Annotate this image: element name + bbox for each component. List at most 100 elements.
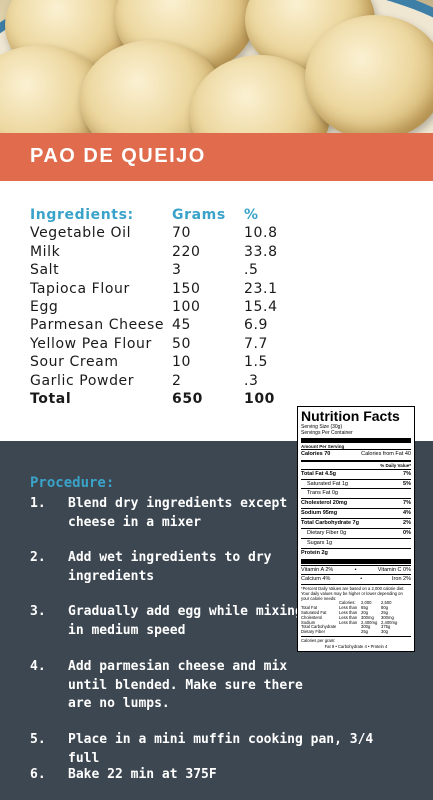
- calories-per-gram: Fat 9 • Carbohydrate 4 • Protein 4: [324, 644, 388, 650]
- vitamin-right: Vitamin C 0%: [377, 566, 411, 573]
- nutrient-daily-value: 2%: [403, 520, 411, 526]
- total-grams: 650: [172, 390, 204, 407]
- ingredient-percent: 23.1: [244, 280, 278, 297]
- vitamin-row: Calcium 4% • Iron 2%: [301, 574, 411, 584]
- nutrient-label: Sugars 1g: [307, 539, 333, 546]
- ingredient-name: Salt: [30, 262, 60, 279]
- ingredient-row: Yellow Pea Flour 50 7.7: [30, 336, 290, 354]
- ingredients-table: Ingredients: Grams % Vegetable Oil 70 10…: [30, 207, 290, 409]
- total-percent: 100: [244, 390, 276, 407]
- daily-value-cell: Calories:: [339, 600, 356, 606]
- nutrient-row: Sodium 95mg 4%: [301, 508, 411, 518]
- ingredient-percent: 15.4: [244, 298, 278, 315]
- nutrient-daily-value: 0%: [403, 529, 411, 536]
- ingredient-name: Vegetable Oil: [30, 225, 132, 242]
- step-text: Place in a mini muffin cooking pan, 3/4 …: [68, 732, 374, 766]
- ingredient-name: Garlic Powder: [30, 372, 135, 389]
- ingredient-row: Vegetable Oil 70 10.8: [30, 225, 290, 243]
- daily-value-cell: 375g: [381, 624, 391, 630]
- nutrition-title: Nutrition Facts: [301, 408, 400, 424]
- ingredient-percent: 7.7: [244, 335, 269, 352]
- calories-row: Calories 70 Calories from Fat 40: [301, 449, 411, 459]
- nutrient-daily-value: 7%: [403, 500, 411, 507]
- daily-value-cell: Total Carbohydrate: [301, 624, 337, 630]
- daily-value-cell: 25g: [361, 629, 368, 635]
- nutrient-daily-value: 7%: [403, 470, 411, 477]
- nutrient-label: Saturated Fat 1g: [307, 480, 348, 487]
- daily-value-cell: 20g: [361, 610, 368, 615]
- nutrient-row: Dietary Fiber 0g 0%: [301, 527, 411, 538]
- nutrient-daily-value: 4%: [403, 510, 411, 517]
- daily-value-footnote: *Percent Daily Values are based on a 2,0…: [301, 586, 405, 602]
- ingredient-grams: 70: [172, 225, 192, 242]
- serving-size: Serving Size (30g): [301, 424, 343, 430]
- ingredient-percent: .5: [244, 262, 259, 279]
- nutrient-label: Trans Fat 0g: [307, 490, 338, 497]
- ingredient-name: Parmesan Cheese: [30, 317, 165, 334]
- step-text: Blend dry ingredients except cheese in a…: [68, 496, 288, 530]
- daily-value-table: Calories: 2,000 2,500 Total Fat Less than 65g…: [301, 601, 411, 635]
- nutrient-row: Total Carbohydrate 7g 2%: [301, 518, 411, 528]
- daily-value-cell: 2,500: [381, 600, 392, 606]
- daily-value-cell: 300mg: [361, 614, 374, 620]
- ingredient-name: Tapioca Flour: [30, 280, 130, 297]
- title-band: PAO DE QUEIJO: [0, 133, 433, 181]
- recipe-title: PAO DE QUEIJO: [30, 145, 206, 167]
- total-label: Total: [30, 390, 72, 407]
- ingredient-grams: 45: [172, 317, 192, 334]
- nutrient-row: Protein 2g: [301, 547, 411, 558]
- nutrient-rows: Total Fat 4.5g 7% Saturated Fat 1g 5% Trans …: [301, 468, 411, 558]
- procedure-title: Procedure:: [30, 475, 115, 491]
- ingredients-header-row: Ingredients: Grams %: [30, 207, 290, 225]
- ingredient-grams: 2: [172, 372, 182, 389]
- ingredient-grams: 150: [172, 280, 201, 297]
- daily-value-header: % Daily Value*: [380, 463, 411, 468]
- header-percent: %: [244, 207, 259, 223]
- daily-value-cell: Total Fat: [301, 605, 318, 611]
- step-number: 5.: [30, 732, 46, 747]
- vitamin-row: Vitamin A 2% • Vitamin C 0%: [301, 564, 411, 575]
- nutrient-row: Saturated Fat 1g 5%: [301, 478, 411, 489]
- daily-value-cell: Less than: [339, 614, 358, 620]
- ingredient-row: Tapioca Flour 150 23.1: [30, 281, 290, 299]
- step-number: 2.: [30, 550, 46, 565]
- ingredient-name: Egg: [30, 298, 59, 315]
- calories-per-gram-label: Calories per gram:: [301, 638, 336, 644]
- vitamin-left: Calcium 4%: [301, 576, 331, 583]
- ingredient-row: Salt 3 .5: [30, 262, 290, 280]
- nutrient-label: Total Fat 4.5g: [301, 470, 337, 477]
- step-number: 6.: [30, 767, 46, 782]
- ingredient-grams: 100: [172, 298, 201, 315]
- calories: Calories 70: [301, 451, 331, 458]
- nutrient-daily-value: 5%: [403, 480, 411, 487]
- ingredient-name: Sour Cream: [30, 354, 119, 371]
- ingredient-percent: 1.5: [244, 354, 269, 371]
- step-text: Gradually add egg while mixing in medium…: [68, 604, 303, 638]
- ingredient-row: Garlic Powder 2 .3: [30, 373, 290, 391]
- daily-value-cell: 2,400mg: [381, 619, 398, 625]
- ingredient-percent: .3: [244, 372, 259, 389]
- calories-from-fat: Calories from Fat 40: [361, 451, 411, 458]
- daily-value-cell: Cholesterol: [301, 614, 323, 620]
- bullet-separator: •: [360, 576, 363, 583]
- step-number: 1.: [30, 496, 46, 511]
- ingredients-total-row: Total 650 100: [30, 391, 290, 409]
- nutrient-label: Sodium 95mg: [301, 510, 338, 517]
- ingredient-row: Milk 220 33.8: [30, 244, 290, 262]
- daily-value-cell: Saturated Fat: [301, 610, 327, 615]
- nutrient-label: Protein 2g: [301, 549, 328, 556]
- daily-value-cell: 25g: [381, 610, 388, 615]
- daily-value-cell: Less than: [339, 619, 358, 625]
- nutrient-label: Cholesterol 20mg: [301, 500, 348, 507]
- step-text: Add wet ingredients to dry ingredients: [68, 550, 272, 584]
- ingredient-percent: 10.8: [244, 225, 278, 242]
- ingredient-grams: 50: [172, 335, 192, 352]
- cheese-bread-roll: [305, 15, 433, 133]
- ingredient-grams: 220: [172, 243, 201, 260]
- ingredient-row: Parmesan Cheese 45 6.9: [30, 317, 290, 335]
- vitamin-rows: Vitamin A 2% • Vitamin C 0% Calcium 4% • Iron…: [301, 564, 411, 585]
- ingredient-row: Sour Cream 10 1.5: [30, 354, 290, 372]
- daily-value-cell: Less than: [339, 610, 358, 615]
- ingredient-row: Egg 100 15.4: [30, 299, 290, 317]
- daily-value-cell: 300g: [361, 624, 371, 630]
